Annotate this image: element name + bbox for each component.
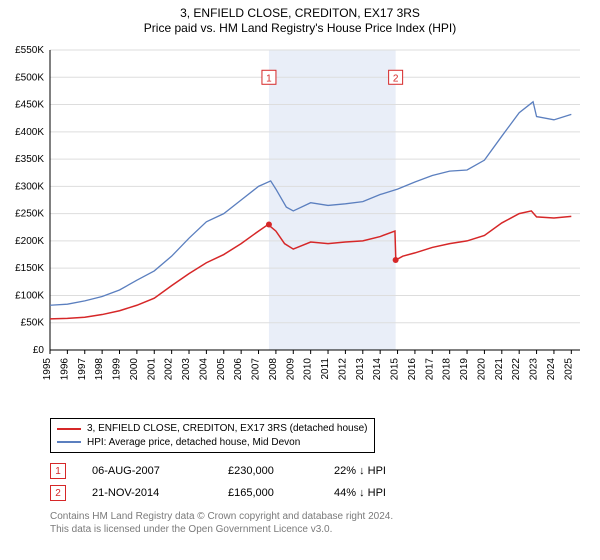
- sales-row: 1 06-AUG-2007 £230,000 22% ↓ HPI: [50, 460, 444, 482]
- chart-legend: 3, ENFIELD CLOSE, CREDITON, EX17 3RS (de…: [50, 418, 375, 453]
- svg-text:£400K: £400K: [15, 127, 44, 138]
- svg-text:£250K: £250K: [15, 209, 44, 220]
- title-address: 3, ENFIELD CLOSE, CREDITON, EX17 3RS: [0, 6, 600, 21]
- svg-text:2014: 2014: [372, 358, 383, 381]
- svg-text:£0: £0: [33, 345, 45, 356]
- svg-text:£500K: £500K: [15, 72, 44, 83]
- svg-text:2012: 2012: [337, 358, 348, 381]
- footer-line2: This data is licensed under the Open Gov…: [50, 523, 393, 536]
- sales-table: 1 06-AUG-2007 £230,000 22% ↓ HPI 2 21-NO…: [50, 460, 444, 504]
- svg-text:1999: 1999: [112, 358, 123, 381]
- svg-text:2003: 2003: [181, 358, 192, 381]
- sale-date: 06-AUG-2007: [92, 465, 202, 477]
- svg-text:1997: 1997: [77, 358, 88, 381]
- footer-attribution: Contains HM Land Registry data © Crown c…: [50, 510, 393, 536]
- svg-text:£350K: £350K: [15, 154, 44, 165]
- svg-text:2013: 2013: [355, 358, 366, 381]
- svg-text:2006: 2006: [233, 358, 244, 381]
- sale-pct: 22% ↓ HPI: [334, 465, 444, 477]
- sale-price: £230,000: [228, 465, 308, 477]
- price-vs-hpi-chart: £0 £50K £100K £150K £200K £250K £300K £350K £400…: [0, 40, 600, 410]
- sale-date: 21-NOV-2014: [92, 487, 202, 499]
- chart-title-block: 3, ENFIELD CLOSE, CREDITON, EX17 3RS Pri…: [0, 0, 600, 36]
- legend-label-subject: 3, ENFIELD CLOSE, CREDITON, EX17 3RS (de…: [87, 422, 368, 436]
- svg-text:2019: 2019: [459, 358, 470, 381]
- svg-text:1: 1: [266, 73, 272, 84]
- svg-text:£150K: £150K: [15, 263, 44, 274]
- legend-swatch-subject: [57, 428, 81, 430]
- sale-marker-2: 2: [50, 485, 66, 501]
- svg-text:2010: 2010: [303, 358, 314, 381]
- svg-text:£550K: £550K: [15, 45, 44, 56]
- svg-text:£100K: £100K: [15, 290, 44, 301]
- sale-marker-1: 1: [50, 463, 66, 479]
- svg-text:2018: 2018: [442, 358, 453, 381]
- svg-text:2001: 2001: [146, 358, 157, 381]
- sale-pct: 44% ↓ HPI: [334, 487, 444, 499]
- legend-swatch-hpi: [57, 441, 81, 443]
- legend-label-hpi: HPI: Average price, detached house, Mid …: [87, 436, 300, 450]
- svg-text:2007: 2007: [251, 358, 262, 381]
- svg-text:2021: 2021: [494, 358, 505, 381]
- svg-text:2011: 2011: [320, 358, 331, 380]
- legend-item-subject: 3, ENFIELD CLOSE, CREDITON, EX17 3RS (de…: [57, 422, 368, 436]
- svg-text:£50K: £50K: [21, 318, 45, 329]
- title-subtitle: Price paid vs. HM Land Registry's House …: [0, 21, 600, 36]
- svg-text:1998: 1998: [94, 358, 105, 381]
- svg-text:2015: 2015: [390, 358, 401, 381]
- svg-text:2024: 2024: [546, 358, 557, 381]
- svg-text:2020: 2020: [476, 358, 487, 381]
- svg-text:2005: 2005: [216, 358, 227, 381]
- svg-text:2004: 2004: [198, 358, 209, 381]
- sale-price: £165,000: [228, 487, 308, 499]
- svg-text:2009: 2009: [285, 358, 296, 381]
- svg-text:2000: 2000: [129, 358, 140, 381]
- svg-text:2: 2: [393, 73, 399, 84]
- svg-text:2017: 2017: [424, 358, 435, 381]
- svg-text:2016: 2016: [407, 358, 418, 381]
- svg-text:2002: 2002: [164, 358, 175, 381]
- svg-text:2008: 2008: [268, 358, 279, 381]
- svg-text:1995: 1995: [42, 358, 53, 381]
- svg-text:2025: 2025: [563, 358, 574, 381]
- sales-row: 2 21-NOV-2014 £165,000 44% ↓ HPI: [50, 482, 444, 504]
- footer-line1: Contains HM Land Registry data © Crown c…: [50, 510, 393, 523]
- svg-text:2022: 2022: [511, 358, 522, 381]
- svg-text:2023: 2023: [529, 358, 540, 381]
- svg-text:1996: 1996: [59, 358, 70, 381]
- legend-item-hpi: HPI: Average price, detached house, Mid …: [57, 436, 368, 450]
- svg-text:£200K: £200K: [15, 236, 44, 247]
- svg-text:£300K: £300K: [15, 181, 44, 192]
- svg-text:£450K: £450K: [15, 100, 44, 111]
